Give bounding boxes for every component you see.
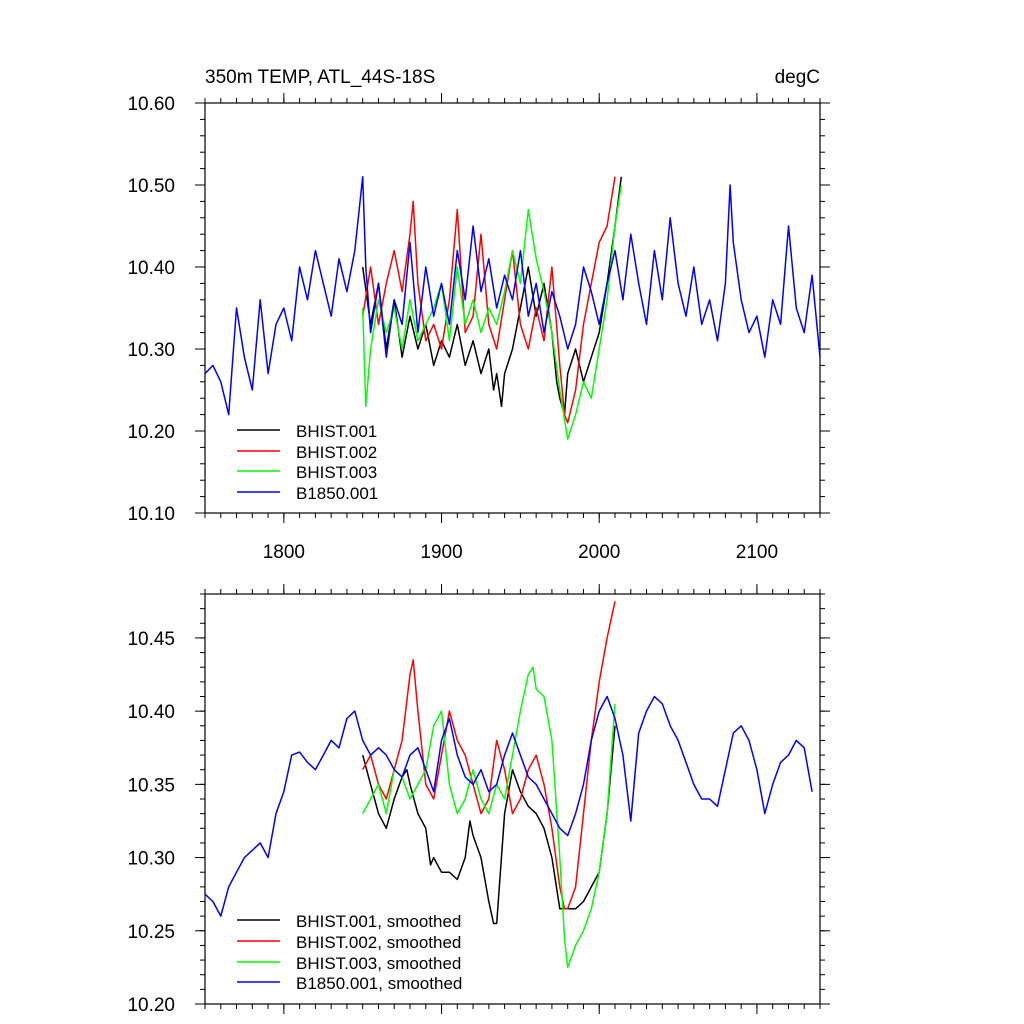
bottom-y-tick-label: 10.35 xyxy=(127,775,175,796)
legend-label-bhist-001-smoothed: BHIST.001, smoothed xyxy=(296,912,461,931)
top-y-tick-label: 10.40 xyxy=(127,258,175,279)
top-x-tick-label: 1900 xyxy=(420,542,462,563)
top-y-tick-label: 10.30 xyxy=(127,340,175,361)
top-series-lines xyxy=(204,176,821,440)
bottom-legend: BHIST.001, smoothed BHIST.002, smoothed … xyxy=(237,912,462,993)
top-x-tick-label: 2100 xyxy=(736,542,778,563)
top-y-tick-label: 10.60 xyxy=(127,94,175,115)
bottom-y-tick-label: 10.20 xyxy=(127,995,175,1016)
top-chart-title: 350m TEMP, ATL_44S-18S xyxy=(205,67,435,88)
top-panel: 350m TEMP, ATL_44S-18S degC 10.10 10.20 … xyxy=(127,67,830,563)
top-y-tick-label: 10.20 xyxy=(127,422,175,443)
legend-label-b1850-001-smoothed: B1850.001, smoothed xyxy=(296,974,462,993)
legend-label-bhist-001: BHIST.001 xyxy=(296,422,377,441)
top-legend: BHIST.001 BHIST.002 BHIST.003 B1850.001 xyxy=(237,422,378,503)
series-line-bhist-002-smoothed xyxy=(362,601,616,910)
series-line-bhist-002 xyxy=(361,176,616,424)
top-ticks xyxy=(195,93,830,523)
bottom-y-tick-label: 10.40 xyxy=(127,702,175,723)
legend-label-bhist-002: BHIST.002 xyxy=(296,443,377,462)
series-line-bhist-001 xyxy=(361,176,623,416)
legend-label-bhist-003-smoothed: BHIST.003, smoothed xyxy=(296,954,461,973)
bottom-y-tick-label: 10.25 xyxy=(127,922,175,943)
series-line-b1850-001-smoothed xyxy=(204,695,813,917)
top-x-tick-label: 1800 xyxy=(263,542,305,563)
legend-label-b1850-001: B1850.001 xyxy=(296,484,378,503)
series-line-b1850-001 xyxy=(204,176,821,416)
top-y-tick-label: 10.50 xyxy=(127,176,175,197)
top-x-tick-label: 2000 xyxy=(578,542,620,563)
top-chart-units: degC xyxy=(775,67,820,88)
bottom-panel: 10.20 10.25 10.30 10.35 10.40 10.45 BHIS… xyxy=(127,584,830,1016)
top-y-tick-label: 10.10 xyxy=(127,504,175,525)
series-line-bhist-003 xyxy=(361,184,623,440)
legend-label-bhist-002-smoothed: BHIST.002, smoothed xyxy=(296,933,461,952)
bottom-y-tick-label: 10.30 xyxy=(127,849,175,870)
bottom-ticks xyxy=(195,584,830,1014)
series-line-bhist-001-smoothed xyxy=(361,725,616,925)
bottom-series-lines xyxy=(204,601,813,969)
top-plot-frame xyxy=(204,102,821,514)
bottom-y-tick-label: 10.45 xyxy=(127,629,175,650)
legend-label-bhist-003: BHIST.003 xyxy=(296,463,377,482)
